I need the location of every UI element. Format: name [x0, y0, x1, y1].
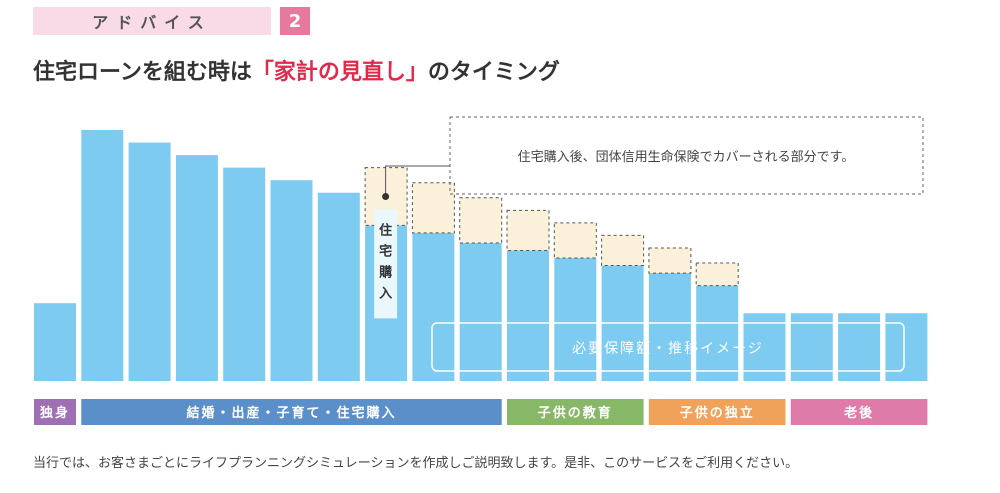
page-title: 住宅ローンを組む時は「家計の見直し」のタイミング [33, 54, 560, 86]
bar-8 [412, 232, 455, 381]
covered-segment-13 [648, 247, 692, 274]
bar-11 [554, 258, 597, 381]
bar-1 [81, 130, 124, 381]
bar-10 [507, 250, 549, 381]
bar-5 [270, 180, 313, 381]
bar-3 [175, 155, 218, 381]
stage-label-2: 子供の教育 [538, 405, 613, 421]
callout-leader-line [385, 165, 450, 197]
covered-segment-10 [506, 209, 550, 251]
callout-text: 住宅購入後、団体信用生命保険でカバーされる部分です。 [518, 149, 855, 165]
bar-14 [696, 285, 739, 381]
footnote: 当行では、お客さまごとにライフプランニングシミュレーションを作成しご説明致します… [33, 456, 799, 471]
stage-label-3: 子供の独立 [680, 405, 755, 421]
covered-segment-11 [553, 222, 597, 259]
stage-label-0: 独身 [40, 405, 70, 421]
covered-segment-9 [459, 197, 503, 244]
trend-label: 必要保障額・推移イメージ [572, 341, 764, 357]
stage-band-2 [507, 399, 644, 425]
callout-dot [382, 193, 390, 201]
purchase-label-char: 宅 [379, 243, 392, 259]
callout-box [449, 116, 924, 195]
bar-17 [838, 313, 881, 381]
covered-segment-8 [411, 182, 455, 234]
bar-15 [743, 313, 786, 381]
stage-band-0 [34, 399, 76, 425]
stage-band-3 [648, 399, 786, 425]
title-post: のタイミング [427, 60, 560, 85]
stage-band-4 [790, 399, 928, 425]
title-pre: 住宅ローンを組む時は [33, 60, 252, 85]
bar-13 [648, 273, 691, 381]
advice-number-badge: 2 [280, 7, 310, 35]
purchase-label-box [374, 209, 398, 319]
advice-tag: アドバイス [33, 7, 271, 35]
bar-2 [128, 142, 171, 381]
bar-16 [790, 313, 833, 381]
purchase-label-char: 住 [379, 222, 392, 238]
stage-label-4: 老後 [843, 405, 874, 421]
stage-label-1: 結婚・出産・子育て・住宅購入 [186, 405, 396, 421]
title-highlight: 「家計の見直し」 [251, 60, 428, 85]
stage-band-1 [81, 399, 502, 425]
bar-0 [34, 303, 76, 381]
coverage-chart: 住宅購入 住宅購入後、団体信用生命保険でカバーされる部分です。必要保障額・推移イメ… [34, 116, 928, 425]
purchase-label-char: 入 [379, 286, 392, 301]
covered-segment-14 [695, 262, 739, 287]
bar-4 [223, 167, 266, 381]
bar-9 [459, 242, 502, 381]
purchase-label-char: 購 [378, 264, 392, 280]
bar-18 [885, 313, 928, 381]
trend-label-box [431, 322, 905, 372]
covered-segment-12 [601, 234, 645, 267]
bar-6 [317, 192, 360, 381]
